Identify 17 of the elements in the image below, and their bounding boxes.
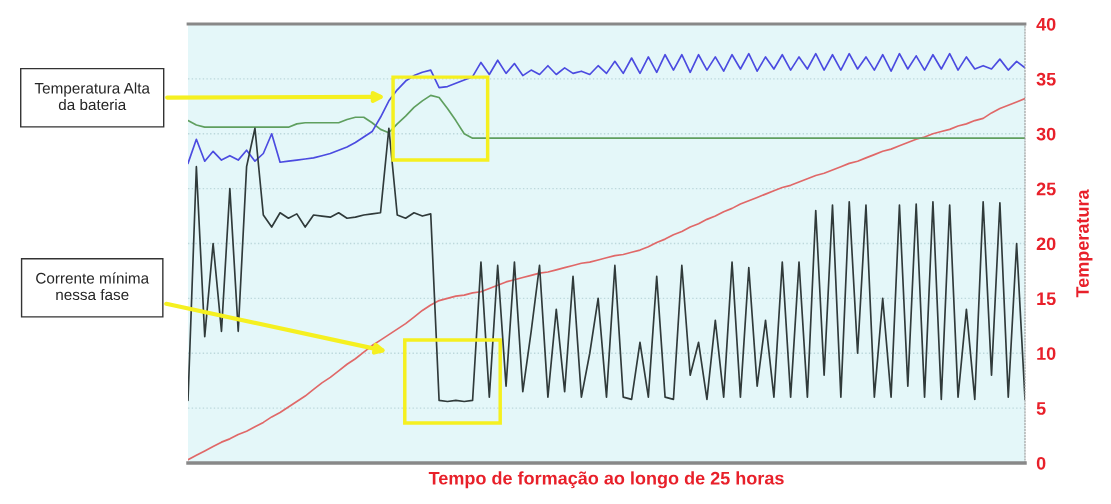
y-tick-label: 10 <box>1037 347 1056 360</box>
line-series <box>188 127 1025 403</box>
y-tick-label: 25 <box>1036 182 1056 196</box>
y-tick-label: 30 <box>1036 127 1056 141</box>
line-series <box>188 97 1025 461</box>
y-tick-label: 20 <box>1036 237 1056 251</box>
y-tick-label: 5 <box>1036 402 1046 415</box>
y-axis-title: Temperatura <box>1076 189 1093 298</box>
x-axis-title: Tempo de formação ao longo de 25 horas <box>428 471 784 489</box>
y-tick-label: 35 <box>1036 72 1056 86</box>
text: Corrente mínima nessa fase <box>36 272 150 301</box>
line-series <box>188 94 1025 139</box>
line-series <box>188 52 1025 165</box>
y-tick-label: 40 <box>1036 17 1056 31</box>
text: Temperatura Alta da bateria <box>34 82 150 111</box>
y-tick-label: 15 <box>1037 292 1056 306</box>
y-tick-label: 0 <box>1036 456 1046 470</box>
